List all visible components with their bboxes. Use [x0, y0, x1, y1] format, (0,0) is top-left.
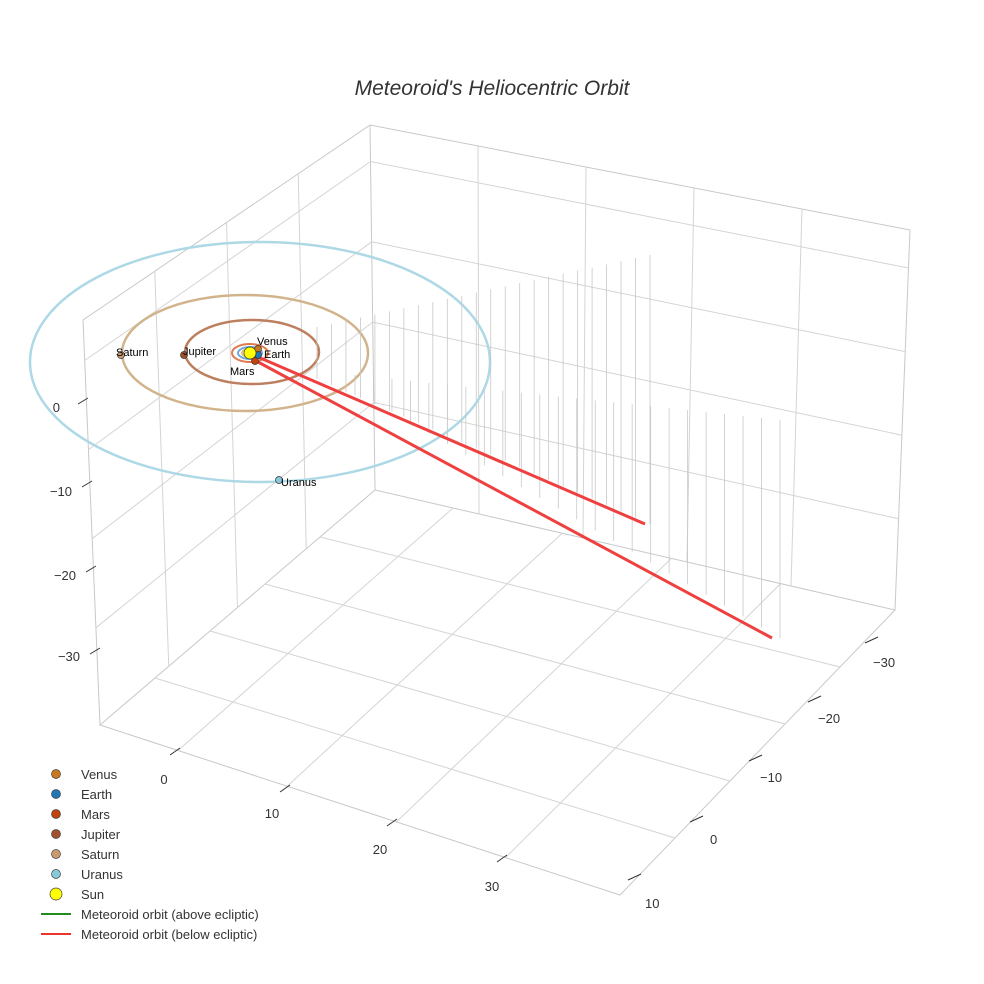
gridline [373, 401, 899, 520]
gridline [264, 583, 786, 725]
legend[interactable]: Venus Earth Mars Jupiter Saturn Uranus S… [41, 767, 259, 942]
jupiter-label: Jupiter [183, 346, 216, 358]
svg-text:30: 30 [485, 879, 499, 894]
svg-text:Meteoroid orbit (below eclipti: Meteoroid orbit (below ecliptic) [81, 927, 257, 942]
venus-label: Venus [257, 336, 288, 348]
gridline [297, 173, 307, 549]
legend-item-saturn[interactable]: Saturn [51, 847, 120, 862]
mars-label: Mars [230, 366, 255, 378]
svg-text:Sun: Sun [81, 887, 104, 902]
svg-text:Saturn: Saturn [81, 847, 119, 862]
svg-text:−30: −30 [58, 649, 80, 664]
gridline [372, 321, 903, 436]
gridline [505, 583, 781, 858]
gridline [790, 208, 803, 587]
legend-item-sun[interactable]: Sun [49, 887, 104, 902]
svg-text:0: 0 [53, 400, 60, 415]
gridline [371, 241, 906, 353]
uranus-marker [275, 476, 283, 484]
uranus-orbit [28, 240, 492, 484]
saturn-label: Saturn [116, 347, 148, 359]
meteoroid-orbit-below[interactable] [257, 355, 773, 640]
gridline [286, 532, 563, 787]
gridline [95, 402, 375, 629]
gridline [177, 507, 454, 751]
gridline [582, 166, 587, 539]
earth-label: Earth [264, 349, 290, 361]
svg-text:−10: −10 [760, 770, 782, 785]
scene-box [82, 124, 911, 896]
x-axis-ticks: 0 10 20 30 [160, 747, 508, 894]
chart-title: Meteoroid's Heliocentric Orbit [355, 77, 631, 100]
z-axis-ticks: 0 −10 −20 −30 [50, 397, 101, 664]
uranus-label: Uranus [281, 477, 317, 489]
gridline [396, 558, 672, 823]
svg-text:0: 0 [710, 832, 717, 847]
legend-item-earth[interactable]: Earth [51, 787, 113, 802]
saturn-marker [117, 351, 125, 359]
svg-text:−20: −20 [818, 711, 840, 726]
legend-item-mars[interactable]: Mars [51, 807, 111, 822]
legend-item-orbit-below[interactable]: Meteoroid orbit (below ecliptic) [41, 927, 257, 942]
gridline [88, 241, 372, 451]
gridline [226, 222, 238, 608]
planets[interactable]: Saturn Jupiter Uranus Venus Earth Mars [116, 336, 317, 489]
svg-text:Mars: Mars [81, 807, 110, 822]
gridline [154, 677, 676, 839]
svg-text:−20: −20 [54, 568, 76, 583]
legend-item-jupiter[interactable]: Jupiter [51, 827, 121, 842]
svg-text:−10: −10 [50, 484, 72, 499]
gridline [370, 161, 909, 269]
svg-text:10: 10 [645, 896, 659, 911]
meteoroid-drop-lines [316, 255, 781, 638]
gridline [84, 161, 371, 361]
legend-item-orbit-above[interactable]: Meteoroid orbit (above ecliptic) [41, 907, 259, 922]
gridline [319, 536, 841, 668]
gridline [154, 271, 170, 667]
svg-text:Jupiter: Jupiter [81, 827, 121, 842]
svg-text:−30: −30 [873, 655, 895, 670]
svg-text:20: 20 [373, 842, 387, 857]
svg-text:Uranus: Uranus [81, 867, 123, 882]
y-axis-ticks: −30 −20 −10 0 10 [627, 636, 895, 911]
svg-text:10: 10 [265, 806, 279, 821]
mars-orbit [231, 343, 269, 363]
gridline [686, 187, 695, 563]
jupiter-marker [180, 351, 188, 359]
gridline [477, 145, 480, 515]
svg-text:Meteoroid orbit (above eclipti: Meteoroid orbit (above ecliptic) [81, 907, 259, 922]
svg-text:Venus: Venus [81, 767, 118, 782]
legend-item-venus[interactable]: Venus [51, 767, 118, 782]
mars-marker [251, 357, 259, 365]
svg-text:Earth: Earth [81, 787, 112, 802]
gridline [209, 630, 731, 782]
gridline [91, 321, 374, 540]
svg-text:0: 0 [160, 772, 167, 787]
legend-item-uranus[interactable]: Uranus [51, 867, 124, 882]
sun-marker [243, 346, 257, 360]
